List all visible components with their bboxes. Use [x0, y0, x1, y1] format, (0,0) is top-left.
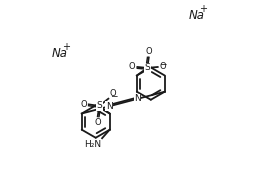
- Text: H₂N: H₂N: [84, 140, 102, 149]
- Text: +: +: [62, 43, 70, 52]
- Text: Na: Na: [52, 47, 68, 60]
- Text: −: −: [110, 91, 117, 100]
- Text: O: O: [129, 63, 135, 71]
- Text: S: S: [144, 63, 150, 72]
- Text: O: O: [159, 63, 166, 71]
- Text: O: O: [80, 100, 87, 109]
- Text: N: N: [106, 102, 112, 111]
- Text: N: N: [134, 94, 141, 103]
- Text: Na: Na: [189, 9, 205, 22]
- Text: +: +: [199, 5, 207, 14]
- Text: S: S: [96, 101, 102, 110]
- Text: O: O: [145, 47, 152, 55]
- Text: −: −: [159, 60, 167, 69]
- Text: O: O: [94, 118, 101, 127]
- Text: O: O: [110, 89, 116, 98]
